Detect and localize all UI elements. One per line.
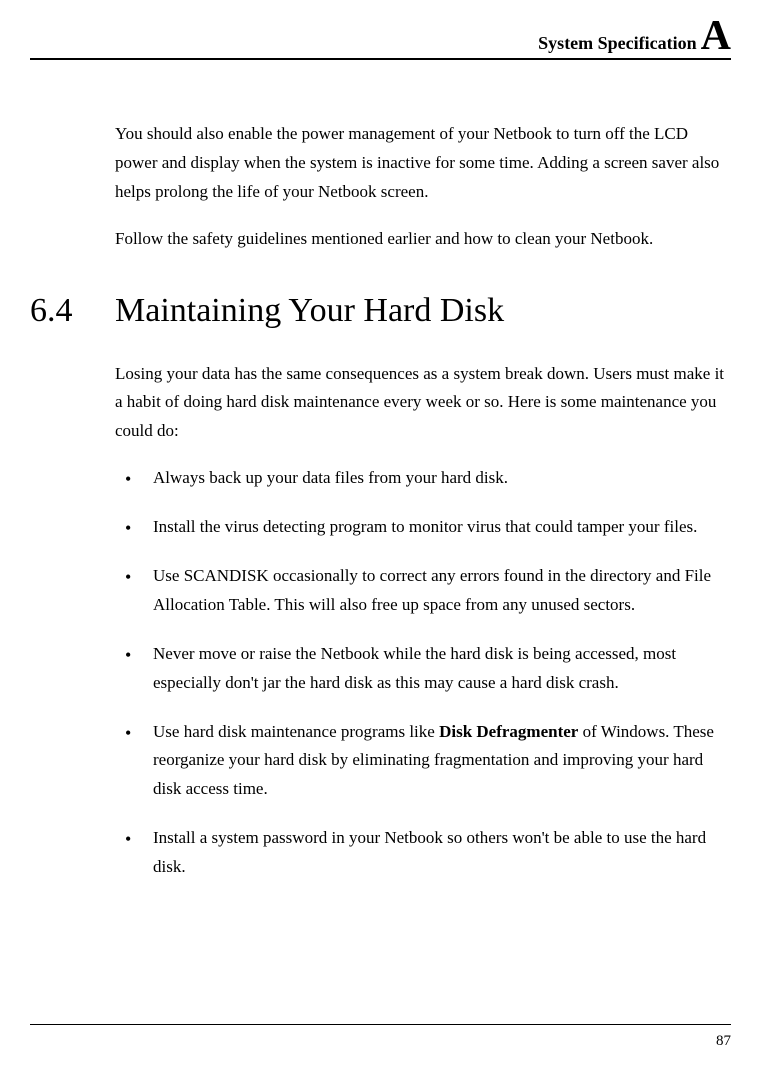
list-item: Never move or raise the Netbook while th…	[115, 640, 726, 698]
list-item: Use SCANDISK occasionally to correct any…	[115, 562, 726, 620]
bullet-list: Always back up your data files from your…	[115, 464, 726, 882]
section-title: Maintaining Your Hard Disk	[115, 292, 504, 330]
list-item: Use hard disk maintenance programs like …	[115, 718, 726, 805]
list-item: Always back up your data files from your…	[115, 464, 726, 493]
page-content: You should also enable the power managem…	[30, 120, 731, 882]
intro-paragraph-1: You should also enable the power managem…	[115, 120, 726, 207]
page-number: 87	[716, 1033, 731, 1049]
list-item: Install the virus detecting program to m…	[115, 513, 726, 542]
intro-paragraph-2: Follow the safety guidelines mentioned e…	[115, 225, 726, 254]
header-title: System Specification	[538, 33, 696, 54]
section-heading: 6.4 Maintaining Your Hard Disk	[30, 292, 726, 330]
page-header: System Specification A	[30, 20, 731, 60]
section-number: 6.4	[30, 292, 115, 330]
page-footer: 87	[30, 1024, 731, 1050]
section-intro: Losing your data has the same consequenc…	[115, 360, 726, 447]
header-letter: A	[701, 20, 731, 54]
list-item: Install a system password in your Netboo…	[115, 824, 726, 882]
